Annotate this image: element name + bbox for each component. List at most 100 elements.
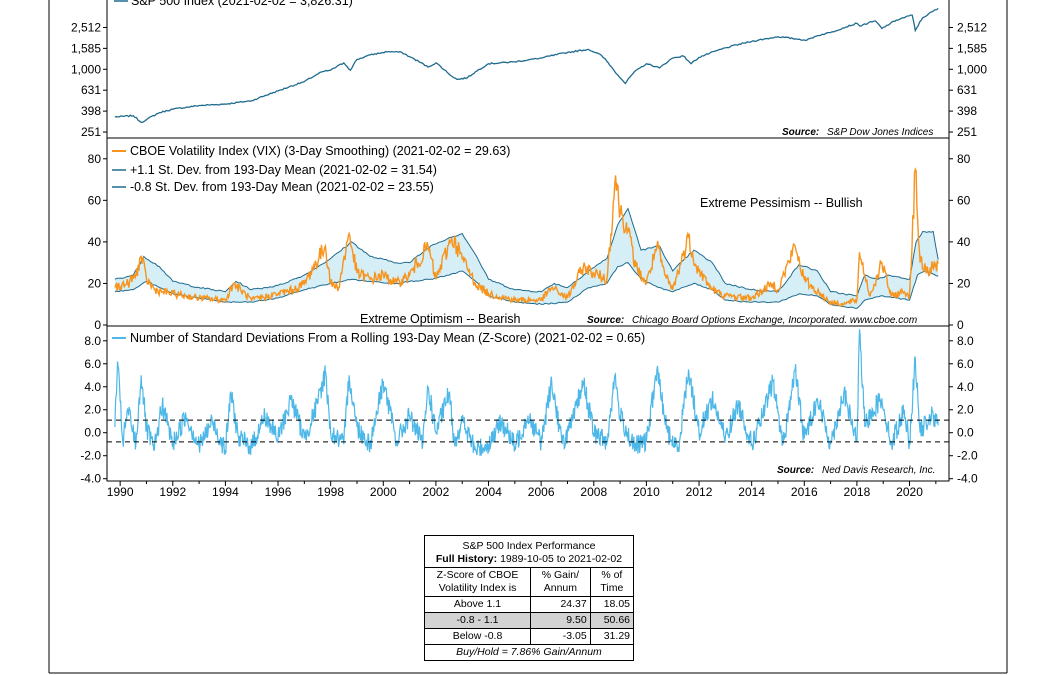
- x-tick-label: 2002: [423, 485, 450, 499]
- table-cell-label: -0.8 - 1.1: [423, 612, 532, 629]
- y-tick-label-left: 0: [94, 318, 101, 332]
- sp500-panel: 2,512 2,512 1,585 1,585 1,000 1,000 631 631 398 3…: [71, 0, 987, 139]
- zscore-line: [114, 329, 939, 456]
- y-tick-label-right: 2.0: [957, 403, 974, 417]
- table-note: Buy/Hold = 7.86% Gain/Annum: [424, 644, 634, 661]
- table-history-label: Full History:: [435, 553, 498, 565]
- y-tick-label-left: 2.0: [84, 403, 101, 417]
- table-row: Above 1.1 24.37 18.05: [423, 596, 635, 613]
- x-tick-label: 1992: [159, 485, 186, 499]
- x-tick-label: 2000: [370, 485, 397, 499]
- zscore-panel: 8.0 8.0 6.0 6.0 4.0 4.0 2.0 2.0 0.0 0.0 -2.0 -2.0 -4…: [80, 329, 978, 486]
- zscore-axes: 8.0 8.0 6.0 6.0 4.0 4.0 2.0 2.0 0.0 0.0 -2.0 -2.0 -4…: [80, 334, 978, 486]
- y-tick-label-right: 6.0: [957, 357, 974, 371]
- y-tick-label-right: 1,000: [957, 62, 987, 76]
- x-tick-label: 2014: [738, 485, 765, 499]
- y-tick-label-right: 2,512: [957, 20, 987, 34]
- y-tick-label-left: 8.0: [84, 334, 101, 348]
- table-cell-gain: 24.37: [530, 596, 591, 613]
- panel-frame-top: [106, 0, 950, 139]
- y-tick-label-left: 631: [81, 83, 101, 97]
- table-cell-time: 50.66: [589, 612, 635, 629]
- vix-source-text: Chicago Board Options Exchange, Incorpor…: [632, 315, 917, 326]
- x-tick-label: 1994: [212, 485, 239, 499]
- x-tick-label: 1990: [107, 485, 134, 499]
- x-axis: 1990 1992 1994 1996 1998 2000 2002 2004 2006 2008…: [107, 481, 937, 499]
- y-tick-label-left: 1,585: [71, 41, 101, 55]
- table-header-zscore: Z-Score of CBOE Volatility Index is: [423, 567, 532, 597]
- zscore-legend-label: Number of Standard Deviations From a Rol…: [130, 331, 645, 345]
- y-tick-label-left: 6.0: [84, 357, 101, 371]
- pessimism-annotation: Extreme Pessimism -- Bullish: [700, 196, 863, 210]
- sp500-line: [114, 7, 939, 124]
- table-title-cell: S&P 500 Index Performance Full History: …: [424, 535, 634, 568]
- y-tick-label-right: 251: [957, 125, 977, 139]
- y-tick-label-right: 8.0: [957, 334, 974, 348]
- y-tick-label-left: 60: [88, 193, 102, 207]
- y-tick-label-right: 0.0: [957, 426, 974, 440]
- y-tick-label-right: 398: [957, 104, 977, 118]
- x-tick-label: 2016: [791, 485, 818, 499]
- y-tick-label-right: 60: [957, 193, 971, 207]
- y-tick-label-right: 20: [957, 276, 971, 290]
- table-cell-time: 18.05: [589, 596, 635, 613]
- y-tick-label-right: 4.0: [957, 380, 974, 394]
- y-tick-label-left: 0.0: [84, 426, 101, 440]
- vix-source-label: Source:: [587, 315, 624, 326]
- table-row: -0.8 - 1.1 9.50 50.66: [423, 612, 635, 629]
- y-tick-label-left: 4.0: [84, 380, 101, 394]
- table-title: S&P 500 Index Performance: [462, 540, 596, 552]
- table-header-gain: % Gain/ Annum: [530, 567, 591, 597]
- x-tick-label: 2008: [580, 485, 607, 499]
- optimism-annotation: Extreme Optimism -- Bearish: [360, 312, 520, 326]
- y-tick-label-right: 631: [957, 83, 977, 97]
- table-history-range: 1989-10-05 to 2021-02-02: [500, 553, 623, 565]
- panel-frame-bottom: [106, 325, 950, 482]
- y-tick-label-left: 40: [88, 235, 102, 249]
- y-tick-label-right: 1,585: [957, 41, 987, 55]
- y-tick-label-left: -4.0: [80, 472, 101, 486]
- table-note-row: Buy/Hold = 7.86% Gain/Annum: [424, 644, 634, 661]
- y-tick-label-left: 398: [81, 104, 101, 118]
- vix-legend-label: CBOE Volatility Index (VIX) (3-Day Smoot…: [130, 144, 510, 158]
- y-tick-label-left: 1,000: [71, 62, 101, 76]
- x-tick-label: 2012: [686, 485, 713, 499]
- y-tick-label-right: 0: [957, 318, 964, 332]
- y-tick-label-left: 2,512: [71, 20, 101, 34]
- table-cell-time: 31.29: [589, 628, 635, 645]
- y-tick-label-left: 80: [88, 152, 102, 166]
- y-tick-label-right: 80: [957, 152, 971, 166]
- table-title-row: S&P 500 Index Performance Full History: …: [424, 535, 634, 568]
- sp500-source-label: Source:: [782, 127, 819, 138]
- sp500-source-text: S&P Dow Jones Indices: [827, 127, 933, 138]
- vix-line: [114, 167, 939, 308]
- y-tick-label-right: -4.0: [957, 472, 978, 486]
- x-tick-label: 1998: [317, 485, 344, 499]
- zscore-source-text: Ned Davis Research, Inc.: [822, 465, 935, 476]
- vix-band-fill: [114, 208, 939, 309]
- performance-table: S&P 500 Index Performance Full History: …: [423, 535, 635, 661]
- x-tick-label: 2018: [844, 485, 871, 499]
- x-tick-label: 2020: [896, 485, 923, 499]
- zscore-source-label: Source:: [777, 465, 814, 476]
- y-tick-label-right: 40: [957, 235, 971, 249]
- y-tick-label-left: -2.0: [80, 449, 101, 463]
- y-tick-label-right: -2.0: [957, 449, 978, 463]
- upper-band-legend-label: +1.1 St. Dev. from 193-Day Mean (2021-02…: [130, 163, 437, 177]
- x-tick-label: 1996: [265, 485, 292, 499]
- y-tick-label-left: 251: [81, 125, 101, 139]
- vix-lower-band-line: [114, 262, 939, 309]
- sp500-axes: 2,512 2,512 1,585 1,585 1,000 1,000 631 631 398 3…: [71, 20, 987, 139]
- table-row: Below -0.8 -3.05 31.29: [423, 628, 635, 645]
- sp500-legend-label: S&P 500 Index (2021-02-02 = 3,826.31): [131, 0, 353, 8]
- table-header-time: % of Time: [589, 567, 635, 597]
- table-cell-label: Above 1.1: [423, 596, 532, 613]
- x-tick-label: 2006: [528, 485, 555, 499]
- vix-axes: 80 80 60 60 40 40 20 20 0 0: [88, 152, 971, 332]
- table-cell-gain: 9.50: [530, 612, 591, 629]
- x-tick-label: 2010: [633, 485, 660, 499]
- table-cell-label: Below -0.8: [423, 628, 532, 645]
- x-tick-label: 2004: [475, 485, 502, 499]
